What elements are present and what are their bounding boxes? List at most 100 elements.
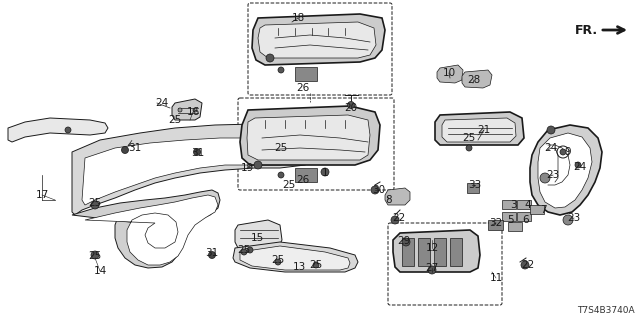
Text: 25: 25: [309, 260, 323, 270]
Polygon shape: [435, 112, 524, 145]
Circle shape: [266, 54, 274, 62]
Text: 25: 25: [282, 180, 296, 190]
Bar: [502, 200, 516, 209]
Circle shape: [540, 173, 550, 183]
Circle shape: [278, 172, 284, 178]
Polygon shape: [240, 246, 350, 270]
Text: 25: 25: [88, 198, 102, 208]
Polygon shape: [82, 138, 305, 205]
Text: 30: 30: [372, 185, 385, 195]
Text: 13: 13: [292, 262, 306, 272]
Circle shape: [402, 238, 410, 246]
Circle shape: [278, 67, 284, 73]
Text: 31: 31: [205, 248, 219, 258]
Text: 31: 31: [191, 148, 205, 158]
Text: 31: 31: [129, 143, 141, 153]
Text: 25: 25: [237, 245, 251, 255]
Text: 24: 24: [156, 98, 168, 108]
Text: 16: 16: [186, 107, 200, 117]
Circle shape: [247, 247, 253, 253]
Text: T7S4B3740A: T7S4B3740A: [577, 306, 635, 315]
Polygon shape: [233, 242, 358, 272]
Text: 21: 21: [477, 125, 491, 135]
Circle shape: [547, 126, 555, 134]
Text: 32: 32: [490, 218, 502, 228]
Polygon shape: [240, 106, 380, 165]
Text: 11: 11: [490, 273, 502, 283]
Text: 3: 3: [509, 200, 516, 210]
Circle shape: [563, 215, 573, 225]
Bar: [488, 220, 503, 230]
Polygon shape: [85, 195, 218, 265]
Circle shape: [428, 266, 436, 274]
Text: 12: 12: [426, 243, 438, 253]
Polygon shape: [530, 125, 602, 215]
Text: 6: 6: [523, 215, 529, 225]
Text: 7: 7: [540, 205, 547, 215]
Text: 26: 26: [296, 83, 310, 93]
Text: 27: 27: [426, 263, 438, 273]
Polygon shape: [252, 14, 385, 65]
Polygon shape: [72, 124, 322, 215]
Polygon shape: [385, 188, 410, 205]
Text: 10: 10: [442, 68, 456, 78]
Text: 23: 23: [547, 170, 559, 180]
Bar: [402, 238, 414, 266]
Text: 24: 24: [545, 143, 557, 153]
Polygon shape: [72, 190, 220, 268]
Circle shape: [122, 147, 129, 154]
Circle shape: [241, 249, 247, 255]
Bar: [467, 183, 479, 193]
Text: 25: 25: [462, 133, 476, 143]
Text: 25: 25: [88, 251, 102, 261]
Polygon shape: [393, 230, 480, 272]
Circle shape: [209, 252, 216, 259]
Bar: [434, 238, 446, 266]
Polygon shape: [172, 99, 202, 120]
Text: 4: 4: [525, 200, 531, 210]
Text: 22: 22: [392, 213, 406, 223]
Circle shape: [371, 186, 379, 194]
Bar: [502, 212, 516, 221]
Circle shape: [254, 161, 262, 169]
Polygon shape: [442, 118, 516, 142]
Text: 25: 25: [275, 143, 287, 153]
Bar: [450, 238, 462, 266]
Text: 20: 20: [344, 103, 358, 113]
Polygon shape: [258, 22, 376, 58]
Bar: [530, 205, 544, 214]
Polygon shape: [538, 133, 592, 208]
Circle shape: [178, 108, 182, 112]
Circle shape: [348, 101, 355, 108]
Text: 19: 19: [241, 163, 253, 173]
Bar: [517, 200, 531, 209]
Bar: [517, 212, 531, 221]
Circle shape: [193, 108, 197, 112]
Circle shape: [560, 149, 566, 155]
Text: 15: 15: [250, 233, 264, 243]
Circle shape: [65, 127, 71, 133]
Polygon shape: [437, 65, 463, 83]
Text: 5: 5: [507, 215, 513, 225]
Text: 29: 29: [397, 236, 411, 246]
Text: 25: 25: [168, 115, 182, 125]
Circle shape: [91, 201, 99, 209]
Text: 26: 26: [296, 175, 310, 185]
Circle shape: [193, 148, 200, 156]
Polygon shape: [235, 220, 282, 248]
Text: 22: 22: [522, 260, 534, 270]
Text: 17: 17: [35, 190, 49, 200]
Text: FR.: FR.: [575, 23, 598, 36]
Bar: [508, 222, 522, 231]
Circle shape: [91, 251, 99, 259]
Text: 25: 25: [271, 255, 285, 265]
Text: 33: 33: [468, 180, 482, 190]
Circle shape: [391, 216, 399, 224]
Circle shape: [321, 168, 329, 176]
Circle shape: [575, 162, 581, 168]
Circle shape: [466, 145, 472, 151]
Bar: [418, 238, 430, 266]
Bar: [295, 168, 317, 182]
Text: 1: 1: [322, 168, 328, 178]
Polygon shape: [462, 70, 492, 88]
